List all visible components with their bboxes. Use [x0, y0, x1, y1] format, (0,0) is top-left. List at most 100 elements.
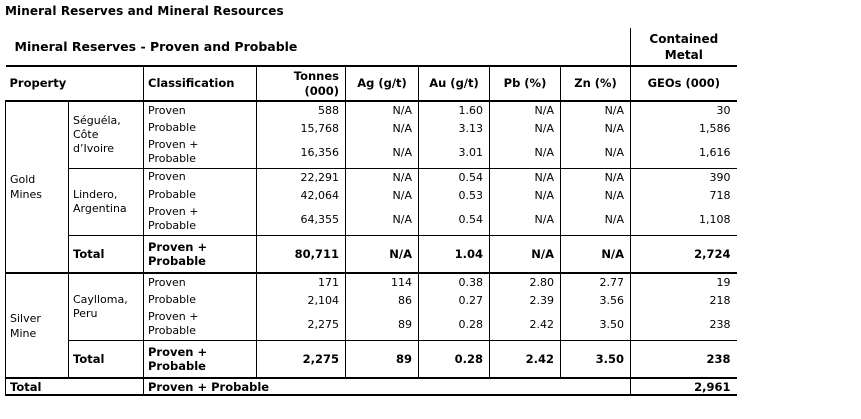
classification-cell: Proven + Probable [143, 204, 257, 235]
tonnes-cell: 42,064 [256, 186, 346, 204]
table-row: Gold Mines Séguéla, Côte d’Ivoire Proven… [5, 101, 737, 273]
zn-cell: N/A [559, 204, 631, 235]
au-cell: 3.01 [418, 137, 490, 168]
geos-cell: 30 [630, 101, 737, 119]
ag-cell: N/A [345, 204, 419, 235]
page-title: Mineral Reserves and Mineral Resources [5, 4, 284, 18]
zn-cell: N/A [559, 101, 631, 119]
table-row: Mineral Reserves - Proven and Probable C… [5, 28, 737, 67]
au-cell: 0.28 [418, 309, 490, 340]
zn-cell: 3.50 [559, 339, 631, 378]
classification-cell: Proven [143, 101, 257, 119]
tonnes-cell: 22,291 [256, 167, 346, 186]
au-cell: 0.38 [418, 272, 490, 291]
pb-cell: N/A [489, 101, 561, 119]
classification-cell: Proven + Probable [143, 309, 257, 340]
ag-cell: 89 [345, 339, 419, 378]
tonnes-cell: 171 [256, 272, 346, 291]
zn-cell: N/A [559, 167, 631, 186]
geos-cell: 1,616 [630, 137, 737, 168]
mineral-reserves-table: Mineral Reserves - Proven and Probable C… [5, 28, 737, 396]
classification-cell: Probable [143, 186, 257, 204]
grand-total-row: Total Proven + Probable 2,961 [5, 377, 737, 396]
tonnes-cell: 16,356 [256, 137, 346, 168]
total-label-cell: Total [5, 377, 144, 396]
col-header-pb: Pb (%) [489, 66, 561, 102]
au-cell: 3.13 [418, 119, 490, 137]
tonnes-cell: 80,711 [256, 234, 346, 273]
geos-cell: 1,108 [630, 204, 737, 235]
tonnes-cell: 2,104 [256, 291, 346, 309]
col-header-property: Property [5, 66, 144, 102]
table-row: Probable 2,104 86 0.27 2.39 3.56 218 [6, 291, 737, 309]
au-cell: 0.27 [418, 291, 490, 309]
location-cell: Caylloma, Peru [68, 272, 144, 340]
au-cell: 0.54 [418, 204, 490, 235]
table-row: Lindero, Argentina Proven 22,291 N/A 0.5… [6, 167, 737, 235]
property-group-cell: Gold Mines [5, 101, 69, 273]
geos-cell: 238 [630, 309, 737, 340]
tonnes-cell: 15,768 [256, 119, 346, 137]
table-row: Probable 42,064 N/A 0.53 N/A N/A 718 [6, 186, 737, 204]
geos-cell: 390 [630, 167, 737, 186]
col-header-zn: Zn (%) [559, 66, 631, 102]
geos-cell: 19 [630, 272, 737, 291]
ag-cell: N/A [345, 101, 419, 119]
classification-cell: Proven + Probable [143, 137, 257, 168]
geos-cell: 218 [630, 291, 737, 309]
property-group-cell: Silver Mine [5, 272, 69, 378]
table-row: Probable 15,768 N/A 3.13 N/A N/A 1,586 [6, 119, 737, 137]
ag-cell: N/A [345, 167, 419, 186]
total-label-cell: Total [68, 339, 144, 378]
location-cell: Lindero, Argentina [68, 167, 144, 235]
pb-cell: N/A [489, 186, 561, 204]
classification-cell: Proven + Probable [142, 377, 631, 396]
au-cell: 0.28 [418, 339, 490, 378]
ag-cell: N/A [345, 137, 419, 168]
pb-cell: 2.39 [489, 291, 561, 309]
au-cell: 1.04 [418, 234, 490, 273]
total-label-cell: Total [68, 234, 144, 273]
geos-cell: 238 [630, 339, 737, 378]
pb-cell: N/A [489, 234, 561, 273]
classification-cell: Proven [143, 167, 257, 186]
zn-cell: 2.77 [559, 272, 631, 291]
classification-cell: Proven [143, 272, 257, 291]
pb-cell: 2.42 [489, 309, 561, 340]
geos-cell: 2,724 [630, 234, 737, 273]
classification-cell: Probable [143, 119, 257, 137]
geos-cell: 1,586 [630, 119, 737, 137]
col-header-geos: GEOs (000) [630, 66, 737, 102]
zn-cell: 3.50 [559, 309, 631, 340]
location-cell: Séguéla, Côte d’Ivoire [68, 101, 144, 168]
zn-cell: 3.56 [559, 291, 631, 309]
geos-cell: 718 [630, 186, 737, 204]
ag-cell: N/A [345, 234, 419, 273]
contained-metal-header: Contained Metal [630, 28, 737, 67]
classification-cell: Proven + Probable [143, 339, 257, 378]
zn-cell: N/A [559, 137, 631, 168]
au-cell: 1.60 [418, 101, 490, 119]
ag-cell: 89 [345, 309, 419, 340]
tonnes-cell: 2,275 [256, 309, 346, 340]
ag-cell: 114 [345, 272, 419, 291]
table-row: Proven + Probable 16,356 N/A 3.01 N/A N/… [6, 137, 737, 168]
zn-cell: N/A [559, 234, 631, 273]
pb-cell: N/A [489, 167, 561, 186]
tonnes-cell: 64,355 [256, 204, 346, 235]
table-header-row: Property Classification Tonnes (000) Ag … [5, 66, 737, 102]
col-header-classification: Classification [143, 66, 257, 102]
table-row: Proven + Probable 64,355 N/A 0.54 N/A N/… [6, 204, 737, 235]
ag-cell: N/A [345, 119, 419, 137]
table-band-title: Mineral Reserves - Proven and Probable [5, 28, 631, 67]
tonnes-cell: 2,275 [256, 339, 346, 378]
col-header-tonnes: Tonnes (000) [256, 66, 346, 102]
silver-total-row: Total Proven + Probable 2,275 89 0.28 2.… [6, 339, 737, 378]
gold-total-row: Total Proven + Probable 80,711 N/A 1.04 … [6, 234, 737, 273]
pb-cell: 2.42 [489, 339, 561, 378]
col-header-ag: Ag (g/t) [345, 66, 419, 102]
pb-cell: N/A [489, 137, 561, 168]
au-cell: 0.54 [418, 167, 490, 186]
classification-cell: Proven + Probable [143, 234, 257, 273]
